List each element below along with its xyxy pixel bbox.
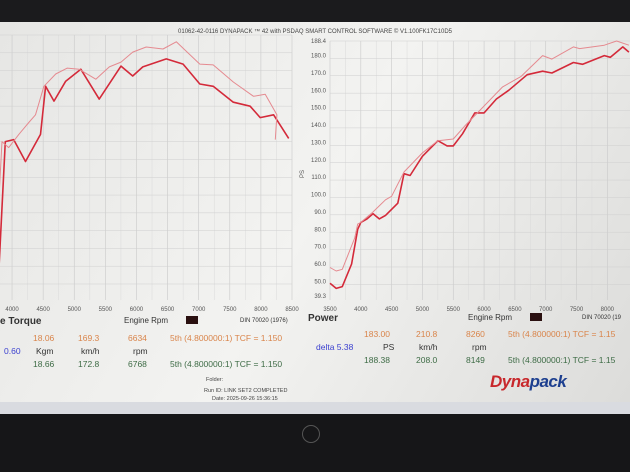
power-unit-rpm: rpm xyxy=(472,342,487,352)
x-tick-label: 7000 xyxy=(539,307,553,313)
x-tick-label: 8500 xyxy=(285,307,299,313)
x-tick-label: 6500 xyxy=(161,307,175,313)
series-line-thin xyxy=(0,41,278,189)
x-tick-label: 6000 xyxy=(477,307,491,313)
power-run1-gear: 5th (4.800000:1) TCF = 1.15 xyxy=(508,329,616,339)
dyno-screen: 01062-42-0116 DYNAPACK ™ 42 with PSDAQ S… xyxy=(0,22,630,402)
dynapack-logo: Dynapack xyxy=(490,372,567,391)
power-delta: delta 5.38 xyxy=(316,342,354,352)
y-tick-label: 130.0 xyxy=(311,140,327,146)
run-id: Run ID: LINK SET2 COMPLETED xyxy=(204,388,288,394)
x-tick-label: 4000 xyxy=(354,307,368,313)
torque-unit-kmh: km/h xyxy=(81,346,100,356)
torque-unit-kgm: Kgm xyxy=(36,346,54,356)
series-line-thick xyxy=(329,46,630,290)
x-tick-label: 6000 xyxy=(130,307,144,313)
y-tick-label: 39.3 xyxy=(314,294,326,300)
torque-run1-rpm: 6634 xyxy=(128,333,147,343)
torque-run2-gear: 5th (4.800000:1) TCF = 1.150 xyxy=(170,359,283,369)
power-standard: DIN 70020 (19 xyxy=(582,315,622,321)
run-date: Date: 2025-09-26 15:36:15 xyxy=(212,396,278,402)
torque-title: e Torque xyxy=(0,316,42,327)
y-tick-label: 70.0 xyxy=(314,245,326,251)
x-tick-label: 5500 xyxy=(99,307,113,313)
y-tick-label: 110.0 xyxy=(311,175,326,181)
torque-run2-kmh: 172.8 xyxy=(78,359,100,369)
torque-run1-gear: 5th (4.800000:1) TCF = 1.150 xyxy=(170,333,283,343)
power-unit-ps: PS xyxy=(383,342,395,352)
y-tick-label: 170.0 xyxy=(311,71,327,77)
torque-axis-label: Engine Rpm xyxy=(124,316,169,325)
torque-run1-kgm: 18.06 xyxy=(33,333,55,343)
power-run1-ps: 183.00 xyxy=(364,329,390,339)
y-tick-label: 150.0 xyxy=(311,106,327,112)
power-run2-rpm: 8149 xyxy=(466,355,485,365)
y-tick-label: 80.0 xyxy=(314,227,326,233)
software-title: 01062-42-0116 DYNAPACK ™ 42 with PSDAQ S… xyxy=(178,29,452,35)
power-run1-rpm: 8260 xyxy=(466,329,485,339)
y-tick-label: 180.0 xyxy=(311,54,327,60)
power-run1-kmh: 210.8 xyxy=(416,329,438,339)
torque-run2-kgm: 18.66 xyxy=(33,359,55,369)
power-title: Power xyxy=(308,313,339,324)
x-tick-label: 7500 xyxy=(223,307,237,313)
y-tick-label: 50.0 xyxy=(314,279,326,285)
taskbar[interactable] xyxy=(0,402,630,414)
x-tick-label: 7000 xyxy=(192,307,206,313)
folder-label: Folder: xyxy=(206,377,224,383)
y-tick-label: 120.0 xyxy=(311,158,327,164)
torque-run2-rpm: 6768 xyxy=(128,359,147,369)
x-tick-label: 3500 xyxy=(323,307,337,313)
power-axis-label: Engine Rpm xyxy=(468,313,513,322)
x-tick-label: 5000 xyxy=(68,307,82,313)
x-tick-label: 5500 xyxy=(447,307,461,313)
power-run2-kmh: 208.0 xyxy=(416,355,438,365)
y-tick-label: 140.0 xyxy=(311,123,327,129)
hp-logo xyxy=(302,425,320,443)
y-tick-label: 188.4 xyxy=(311,39,327,45)
x-tick-label: 8000 xyxy=(601,307,615,313)
torque-unit-rpm: rpm xyxy=(133,346,148,356)
y-axis-label: PS xyxy=(300,170,306,178)
x-tick-label: 4500 xyxy=(36,307,50,313)
rpm-dropdown-button[interactable] xyxy=(186,316,198,324)
power-unit-kmh: km/h xyxy=(419,342,438,352)
y-tick-label: 160.0 xyxy=(311,88,327,94)
series-line-thick xyxy=(0,58,290,264)
x-tick-label: 8000 xyxy=(254,307,268,313)
torque-delta: 0.60 xyxy=(4,346,21,356)
x-tick-label: 4500 xyxy=(385,307,399,313)
y-tick-label: 100.0 xyxy=(311,193,327,199)
power-rpm-dropdown-button[interactable] xyxy=(530,313,542,321)
y-tick-label: 60.0 xyxy=(314,262,326,268)
torque-standard: DIN 70020 (1976) xyxy=(240,318,288,324)
torque-run1-kmh: 169.3 xyxy=(78,333,100,343)
monitor-bezel xyxy=(0,414,630,472)
power-run2-gear: 5th (4.800000:1) TCF = 1.15 xyxy=(508,355,616,365)
series-line-thin xyxy=(329,40,630,272)
x-tick-label: 6500 xyxy=(508,307,522,313)
y-tick-label: 90.0 xyxy=(314,210,326,216)
x-tick-label: 7500 xyxy=(570,307,584,313)
x-tick-label: 5000 xyxy=(416,307,430,313)
logo-text-b: pack xyxy=(529,372,567,391)
logo-text-a: Dyna xyxy=(490,372,530,391)
x-tick-label: 4000 xyxy=(5,307,19,313)
power-run2-ps: 188.38 xyxy=(364,355,390,365)
